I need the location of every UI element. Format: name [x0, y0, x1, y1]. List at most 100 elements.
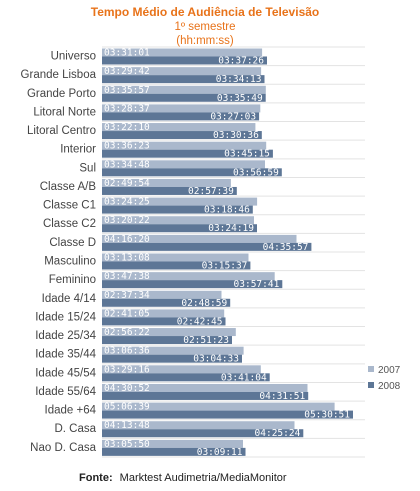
bar-2007 [102, 402, 335, 411]
bar-2007 [102, 178, 231, 187]
value-label-2007: 05:06:39 [104, 402, 150, 413]
labels-group: Universo 03:31:01 03:37:26 Grande Lisboa 03:… [21, 48, 351, 458]
value-label-2007: 03:05:50 [104, 439, 150, 450]
bar-2008 [102, 56, 267, 65]
bar-2007 [102, 67, 262, 76]
bar-2007 [102, 328, 236, 337]
value-label-2007: 03:28:37 [104, 103, 150, 114]
bar-2008 [102, 317, 226, 326]
value-label-2008: 02:48:59 [181, 298, 227, 309]
value-label-2008: 02:42:45 [177, 316, 223, 327]
category-label: Idade 45/54 [35, 367, 96, 379]
legend: 2007 2008 [368, 365, 401, 392]
bar-2008 [102, 391, 309, 400]
value-label-2007: 03:13:08 [104, 253, 150, 264]
bar-2008 [102, 298, 231, 307]
bar-2008 [102, 447, 246, 456]
category-label: Classe D [49, 237, 96, 249]
value-label-2008: 03:18:46 [204, 205, 250, 216]
category-label: Idade 55/64 [35, 386, 96, 398]
bar-2008 [102, 224, 257, 233]
value-label-2008: 03:09:11 [197, 447, 243, 458]
value-label-2008: 03:45:15 [224, 149, 270, 160]
value-label-2007: 04:30:52 [104, 383, 150, 394]
value-label-2008: 02:51:23 [183, 335, 229, 346]
bar-2008 [102, 242, 312, 251]
category-label: Feminino [49, 274, 96, 286]
value-label-2008: 04:25:24 [255, 428, 301, 439]
bar-2008 [102, 168, 282, 177]
chart-subtitle-2: (hh:mm:ss) [176, 35, 234, 47]
bar-2008 [102, 131, 262, 140]
value-label-2008: 04:35:57 [263, 242, 309, 253]
value-label-2007: 03:22:10 [104, 122, 150, 133]
value-label-2007: 03:35:57 [104, 85, 150, 96]
value-label-2008: 03:24:19 [208, 223, 254, 234]
category-label: Idade 25/34 [35, 330, 96, 342]
bar-2007 [102, 253, 249, 262]
legend-label-2007: 2007 [378, 365, 401, 376]
bar-2008 [102, 354, 242, 363]
category-label: Litoral Norte [33, 106, 96, 118]
bar-2007 [102, 272, 275, 281]
bar-2008 [102, 93, 266, 102]
chart-title: Tempo Médio de Audiência de Televisão [91, 5, 320, 19]
value-label-2008: 03:27:03 [210, 111, 256, 122]
bar-2007 [102, 104, 261, 113]
bar-2007 [102, 309, 225, 318]
bar-2007 [102, 421, 295, 430]
category-label: Interior [60, 144, 96, 156]
legend-swatch-2008 [368, 382, 374, 388]
value-label-2007: 02:56:22 [104, 327, 150, 338]
bar-2008 [102, 112, 260, 121]
chart-subtitle-1: 1º semestre [174, 21, 235, 33]
bar-2007 [102, 123, 256, 132]
bar-2007 [102, 141, 267, 150]
source-note: Fonte: Marktest Audimetria/MediaMonitor [79, 472, 287, 484]
category-label: Masculino [44, 256, 96, 268]
category-label: Idade 4/14 [42, 293, 97, 305]
value-label-2007: 03:34:48 [104, 159, 150, 170]
source-label: Fonte: [79, 472, 113, 484]
category-label: Classe C1 [43, 200, 96, 212]
bar-2008 [102, 261, 251, 270]
bar-2007 [102, 383, 308, 392]
bar-2008 [102, 336, 232, 345]
bar-2007 [102, 365, 261, 374]
category-label: Grande Lisboa [21, 69, 97, 81]
value-label-2008: 02:57:39 [188, 186, 234, 197]
value-label-2007: 04:16:20 [104, 234, 150, 245]
category-label: Litoral Centro [27, 125, 96, 137]
bar-2008 [102, 280, 283, 289]
value-label-2007: 02:37:34 [104, 290, 150, 301]
bar-2008 [102, 149, 273, 158]
value-label-2007: 02:41:05 [104, 308, 150, 319]
category-label: Grande Porto [27, 88, 96, 100]
bar-2008 [102, 186, 237, 195]
bar-2007 [102, 216, 254, 225]
category-label: Idade 35/44 [35, 349, 96, 361]
value-label-2008: 05:30:51 [304, 410, 350, 421]
bar-2007 [102, 85, 266, 94]
value-label-2007: 03:36:23 [104, 141, 150, 152]
legend-label-2008: 2008 [378, 381, 401, 392]
value-label-2008: 03:34:13 [216, 74, 262, 85]
category-label: Classe A/B [40, 181, 97, 193]
value-label-2007: 02:49:54 [104, 178, 150, 189]
value-label-2007: 03:47:38 [104, 271, 150, 282]
value-label-2007: 03:06:36 [104, 346, 150, 357]
value-label-2007: 03:20:22 [104, 215, 150, 226]
category-label: Idade +64 [45, 405, 97, 417]
value-label-2008: 03:37:26 [218, 56, 264, 67]
value-label-2008: 03:41:04 [221, 372, 267, 383]
value-label-2008: 04:31:51 [259, 391, 305, 402]
bar-2007 [102, 234, 297, 243]
category-label: Classe C2 [43, 218, 96, 230]
value-label-2007: 03:29:42 [104, 66, 150, 77]
bar-2008 [102, 410, 353, 419]
bar-2007 [102, 197, 258, 206]
bar-2007 [102, 160, 265, 169]
category-label: Universo [51, 51, 96, 63]
bar-2008 [102, 429, 304, 438]
